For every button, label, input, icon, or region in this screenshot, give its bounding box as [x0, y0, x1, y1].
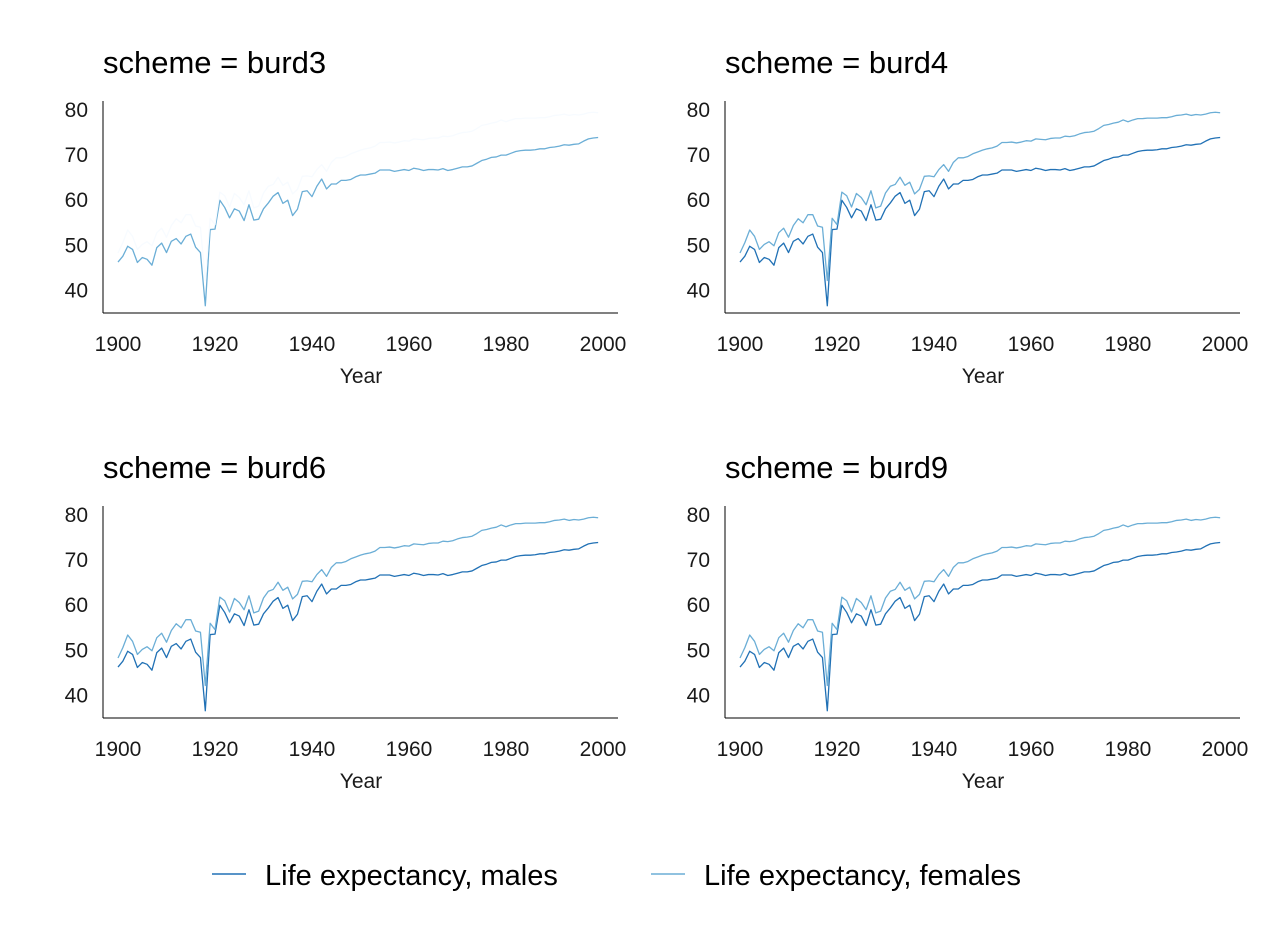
x-axis-title: Year	[962, 770, 1004, 793]
x-tick-label: 2000	[580, 738, 627, 761]
x-tick-label: 1940	[289, 738, 336, 761]
x-tick-label: 1900	[717, 333, 764, 356]
plot-area: 40 50 60 70 80 1900 1920 1940 1960 1980 2000	[65, 504, 627, 761]
x-tick-label: 1960	[386, 738, 433, 761]
x-axis-title: Year	[962, 365, 1004, 388]
x-tick-label: 1920	[814, 333, 861, 356]
x-tick-label: 1940	[911, 738, 958, 761]
y-tick-label: 40	[687, 279, 710, 302]
legend: Life expectancy, males Life expectancy, …	[212, 860, 1021, 892]
y-tick-label: 50	[687, 234, 710, 257]
y-tick-label: 70	[65, 549, 88, 572]
x-tick-label: 2000	[1202, 738, 1249, 761]
y-tick-label: 40	[65, 279, 88, 302]
series-line-males	[739, 541, 1221, 712]
y-tick-label: 60	[687, 189, 710, 212]
x-tick-label: 1960	[1008, 738, 1055, 761]
x-tick-label: 1920	[814, 738, 861, 761]
panel-burd9: scheme = burd9 40 50 60 70 80 1900 1920 1940 196…	[687, 450, 1249, 793]
series-line-females	[117, 516, 599, 687]
panel-burd4: scheme = burd4 40 50 60 70 80 1900 1920 1940 196…	[687, 45, 1249, 388]
y-tick-label: 50	[65, 639, 88, 662]
panel-title: scheme = burd3	[103, 45, 326, 80]
x-tick-label: 1900	[95, 738, 142, 761]
y-tick-label: 50	[65, 234, 88, 257]
series-line-males	[739, 136, 1221, 307]
y-tick-label: 80	[687, 99, 710, 122]
x-tick-label: 1980	[1105, 738, 1152, 761]
x-tick-label: 1920	[192, 333, 239, 356]
series-line-females	[117, 111, 599, 282]
y-tick-label: 80	[65, 504, 88, 527]
x-tick-label: 1960	[386, 333, 433, 356]
x-tick-label: 1900	[95, 333, 142, 356]
y-tick-label: 60	[65, 594, 88, 617]
y-tick-label: 70	[687, 549, 710, 572]
y-tick-label: 80	[65, 99, 88, 122]
y-tick-label: 60	[687, 594, 710, 617]
series-line-males	[117, 136, 599, 307]
panel-burd6: scheme = burd6 40 50 60 70 80 1900 1920 1940 196…	[65, 450, 627, 793]
y-tick-label: 60	[65, 189, 88, 212]
x-tick-label: 2000	[1202, 333, 1249, 356]
x-tick-label: 1980	[483, 738, 530, 761]
plot-area: 40 50 60 70 80 1900 1920 1940 1960 1980 2000	[687, 99, 1249, 356]
series-line-females	[739, 516, 1221, 687]
plot-area: 40 50 60 70 80 1900 1920 1940 1960 1980 2000	[65, 99, 627, 356]
x-axis-title: Year	[340, 770, 382, 793]
series-line-males	[117, 541, 599, 712]
x-tick-label: 2000	[580, 333, 627, 356]
x-tick-label: 1940	[289, 333, 336, 356]
x-axis-title: Year	[340, 365, 382, 388]
y-tick-label: 70	[687, 144, 710, 167]
x-tick-label: 1980	[483, 333, 530, 356]
panel-burd3: scheme = burd3 40 50 60 70 80 1900 1920 1940 196…	[65, 45, 627, 388]
x-tick-label: 1960	[1008, 333, 1055, 356]
panel-title: scheme = burd4	[725, 45, 948, 80]
y-tick-label: 40	[65, 684, 88, 707]
legend-label-females: Life expectancy, females	[704, 860, 1021, 892]
y-tick-label: 80	[687, 504, 710, 527]
y-tick-label: 50	[687, 639, 710, 662]
x-tick-label: 1980	[1105, 333, 1152, 356]
plot-area: 40 50 60 70 80 1900 1920 1940 1960 1980 2000	[687, 504, 1249, 761]
legend-label-males: Life expectancy, males	[265, 860, 558, 892]
x-tick-label: 1920	[192, 738, 239, 761]
x-tick-label: 1900	[717, 738, 764, 761]
x-tick-label: 1940	[911, 333, 958, 356]
panel-title: scheme = burd9	[725, 450, 948, 485]
panel-title: scheme = burd6	[103, 450, 326, 485]
y-tick-label: 70	[65, 144, 88, 167]
series-line-females	[739, 111, 1221, 282]
y-tick-label: 40	[687, 684, 710, 707]
